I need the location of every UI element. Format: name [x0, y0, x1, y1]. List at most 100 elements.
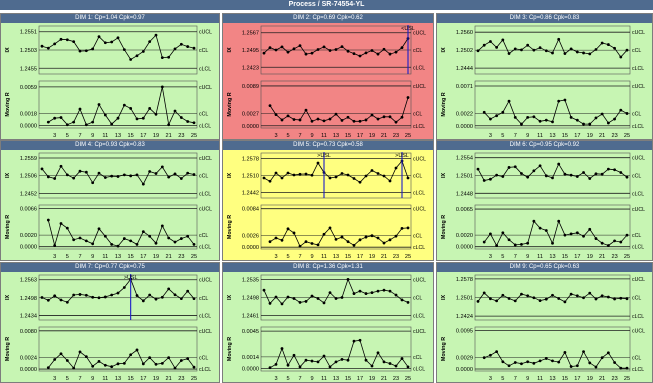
cl-label: cCL — [413, 174, 422, 180]
data-point — [59, 222, 63, 225]
data-point — [406, 176, 410, 180]
data-point — [346, 115, 350, 119]
data-point — [274, 48, 278, 52]
data-point — [370, 113, 374, 117]
x-tick-label: 25 — [624, 254, 630, 260]
data-point — [167, 356, 171, 360]
y-tick-label: 0.0000 — [20, 245, 37, 251]
ucl-label: cUCL — [199, 329, 212, 335]
dim-panel-6: DIM 6: Cp=0.95 Cpk=0.92 1.2554 cUCL 1.2501… — [436, 140, 653, 261]
data-point — [557, 99, 561, 103]
x-tick-label: 19 — [587, 254, 593, 260]
ix-axis-label: IX — [227, 173, 233, 178]
x-tick-label: 15 — [562, 376, 568, 382]
data-point — [97, 360, 101, 363]
data-point — [569, 173, 573, 177]
series-line — [483, 99, 628, 125]
data-point — [274, 295, 278, 299]
data-point — [46, 175, 50, 179]
dim-chart-8: 1.2535 cUCL 1.2498 cCL 1.2461 cLCL IX 0.0045 cUC… — [223, 272, 433, 382]
cl-label: cCL — [632, 296, 641, 302]
data-point — [59, 352, 63, 356]
x-tick-label: 17 — [574, 376, 580, 382]
y-tick-label: 0.0026 — [242, 233, 259, 239]
data-point — [135, 54, 139, 58]
data-point — [322, 45, 326, 49]
data-point — [304, 300, 308, 303]
data-point — [569, 292, 573, 296]
data-point — [370, 291, 374, 295]
x-axis: 3 5 7 9 11 13 15 17 19 21 23 25 — [274, 376, 411, 382]
data-point — [310, 51, 314, 55]
data-point — [575, 294, 579, 298]
lcl-label: cLCL — [199, 66, 211, 72]
data-point — [352, 292, 356, 295]
data-point — [274, 362, 278, 366]
x-tick-label: 7 — [514, 376, 517, 382]
data-point — [84, 355, 88, 359]
data-point — [72, 238, 76, 242]
data-point — [173, 172, 177, 176]
data-point — [129, 239, 133, 243]
data-point — [53, 116, 57, 120]
mr-axis-label: Moving R — [227, 215, 233, 239]
data-point — [340, 118, 344, 122]
cl-label: cCL — [199, 356, 208, 362]
data-point — [179, 297, 183, 301]
data-point — [557, 219, 561, 223]
y-tick-label: 0.0000 — [456, 245, 473, 251]
data-point — [298, 365, 302, 369]
data-point — [334, 175, 338, 179]
data-point — [173, 366, 177, 370]
mr-chart: 0.0045 cUCL 0.0014 cCL 0.0000 cLCL Moving R — [227, 326, 426, 373]
data-point — [328, 365, 332, 369]
x-tick-label: 23 — [611, 376, 617, 382]
data-point — [538, 359, 542, 363]
dim-chart-1: 1.2551 cUCL 1.2503 cCL 1.2455 cLCL IX 0.0059 cUC… — [1, 23, 219, 139]
plot-frame — [260, 326, 412, 372]
data-point — [400, 298, 404, 302]
plot-frame — [38, 204, 198, 250]
data-point — [520, 242, 523, 246]
data-point — [167, 175, 171, 179]
data-point — [532, 48, 536, 52]
data-point — [513, 47, 517, 51]
y-tick-label: 1.2506 — [20, 174, 37, 180]
data-point — [619, 366, 623, 370]
lcl-label: cLCL — [413, 245, 425, 251]
data-point — [192, 173, 196, 176]
y-tick-label: 1.2503 — [20, 48, 37, 54]
x-tick-label: 25 — [405, 133, 411, 139]
data-point — [91, 47, 95, 51]
data-point — [304, 108, 308, 112]
lcl-label: cLCL — [413, 124, 425, 130]
x-tick-label: 17 — [140, 376, 146, 382]
data-point — [334, 237, 338, 241]
data-point — [575, 118, 579, 122]
data-point — [551, 176, 554, 180]
data-point — [268, 46, 272, 49]
data-point — [53, 294, 57, 298]
data-point — [513, 243, 517, 247]
data-point — [569, 115, 573, 119]
x-tick-label: 7 — [514, 133, 517, 139]
y-tick-label: 0.0095 — [456, 329, 473, 335]
x-tick-label: 25 — [624, 133, 630, 139]
data-point — [167, 236, 171, 240]
lcl-label: cLCL — [413, 314, 425, 320]
cl-label: cCL — [413, 48, 422, 54]
data-point — [310, 173, 314, 177]
x-tick-label: 11 — [102, 133, 108, 139]
y-tick-label: 1.2501 — [456, 296, 473, 302]
data-point — [520, 48, 523, 52]
mr-chart: 0.0059 cUCL 0.0018 cCL 0.0000 cLCL Moving R — [5, 80, 212, 129]
x-tick-label: 13 — [115, 254, 121, 260]
data-point — [316, 243, 320, 247]
y-tick-label: 0.0014 — [242, 355, 259, 361]
x-tick-label: 25 — [191, 254, 197, 260]
data-point — [310, 119, 314, 123]
x-tick-label: 11 — [537, 376, 543, 382]
x-tick-label: 9 — [526, 376, 529, 382]
data-point — [625, 48, 629, 52]
data-point — [274, 113, 278, 116]
